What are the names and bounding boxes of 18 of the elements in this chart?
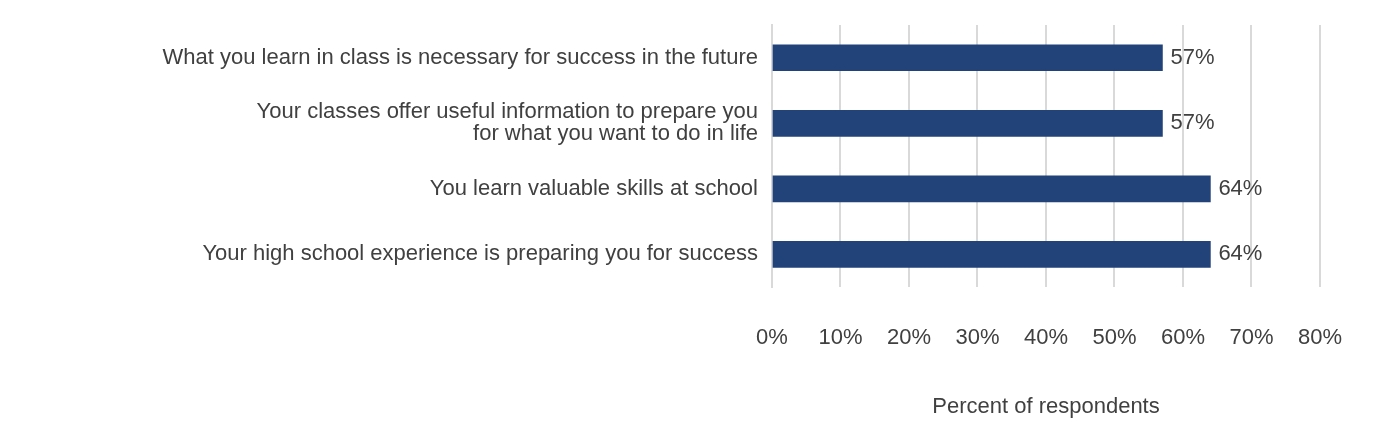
x-tick-label: 10% bbox=[818, 324, 863, 350]
x-tick-label: 50% bbox=[1092, 324, 1137, 350]
x-tick-label: 40% bbox=[1023, 324, 1069, 350]
x-tick-label: 80% bbox=[1297, 324, 1343, 350]
x-tick-label: 70% bbox=[1229, 324, 1274, 350]
data-label: 57% bbox=[1170, 43, 1215, 69]
x-tick-label: 30% bbox=[955, 324, 1000, 350]
y-tick-label: Your classes offer useful information to prepare you for what you want to do in life bbox=[256, 98, 758, 146]
y-tick-label: You learn valuable skills at school bbox=[429, 174, 758, 200]
y-tick-label: Your high school experience is preparing you for success bbox=[202, 240, 758, 266]
data-label: 64% bbox=[1218, 174, 1263, 200]
data-label: 64% bbox=[1218, 240, 1263, 266]
data-label: 57% bbox=[1170, 109, 1215, 135]
x-tick-label: 60% bbox=[1160, 324, 1206, 350]
x-tick-label: 20% bbox=[886, 324, 932, 350]
y-tick-label: What you learn in class is necessary for success in the future bbox=[162, 43, 758, 69]
x-axis-title: Percent of respondents bbox=[932, 392, 1160, 418]
x-tick-label: 0% bbox=[756, 324, 788, 350]
